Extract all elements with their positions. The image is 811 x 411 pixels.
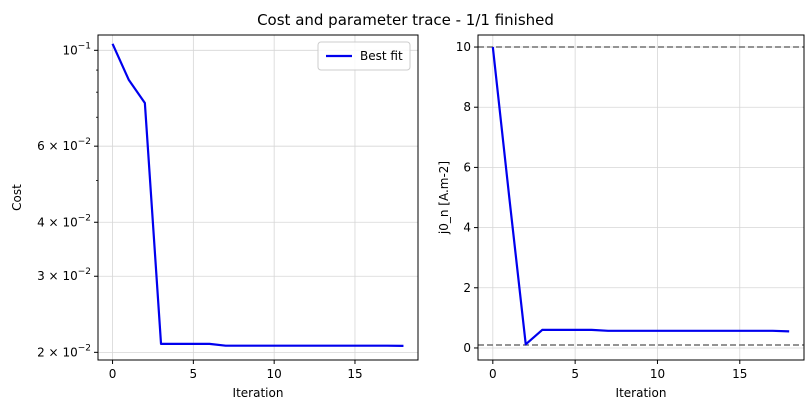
- legend-label: Best fit: [360, 49, 403, 63]
- y-tick-label: 8: [463, 100, 471, 114]
- x-tick-label: 15: [732, 367, 747, 381]
- axes-frame: [477, 34, 805, 361]
- x-axis-label: Iteration: [616, 386, 667, 400]
- y-tick-label: 0: [463, 341, 471, 355]
- series-line: [111, 43, 404, 347]
- parameter-axes: 0 5 10 15 0 2 4 6 8 10 Iteration j0_n [A.m-2]: [437, 34, 805, 400]
- series-line: [491, 46, 790, 346]
- y-tick-label: 10: [456, 40, 471, 54]
- x-tick-label: 5: [571, 367, 579, 381]
- legend: Best fit: [317, 41, 411, 71]
- x-tick-label: 10: [267, 367, 282, 381]
- x-tick-label: 15: [347, 367, 362, 381]
- y-tick-label: 4: [463, 221, 471, 235]
- y-tick-label: 10−1: [62, 41, 91, 57]
- figure-title: Cost and parameter trace - 1/1 finished: [257, 11, 554, 29]
- y-tick-label: 3 × 10−2: [37, 267, 91, 283]
- y-tick-label: 2 × 10−2: [37, 343, 91, 359]
- y-tick-label: 6: [463, 160, 471, 174]
- x-tick-label: 10: [650, 367, 665, 381]
- cost-axes: 0 5 10 15 10−1 6 × 10−2 4 × 10−2 3 × 10−2 2 × 10…: [10, 34, 419, 400]
- y-axis-label: Cost: [10, 184, 24, 211]
- y-tick-label: 2: [463, 281, 471, 295]
- y-tick-label: 4 × 10−2: [37, 213, 91, 229]
- legend-box: [317, 41, 411, 71]
- y-axis-label: j0_n [A.m-2]: [437, 161, 451, 235]
- x-tick-label: 0: [109, 367, 117, 381]
- x-axis-label: Iteration: [233, 386, 284, 400]
- y-tick-label: 6 × 10−2: [37, 137, 91, 153]
- x-tick-label: 5: [190, 367, 198, 381]
- axes-frame: [97, 34, 419, 361]
- x-tick-label: 0: [489, 367, 497, 381]
